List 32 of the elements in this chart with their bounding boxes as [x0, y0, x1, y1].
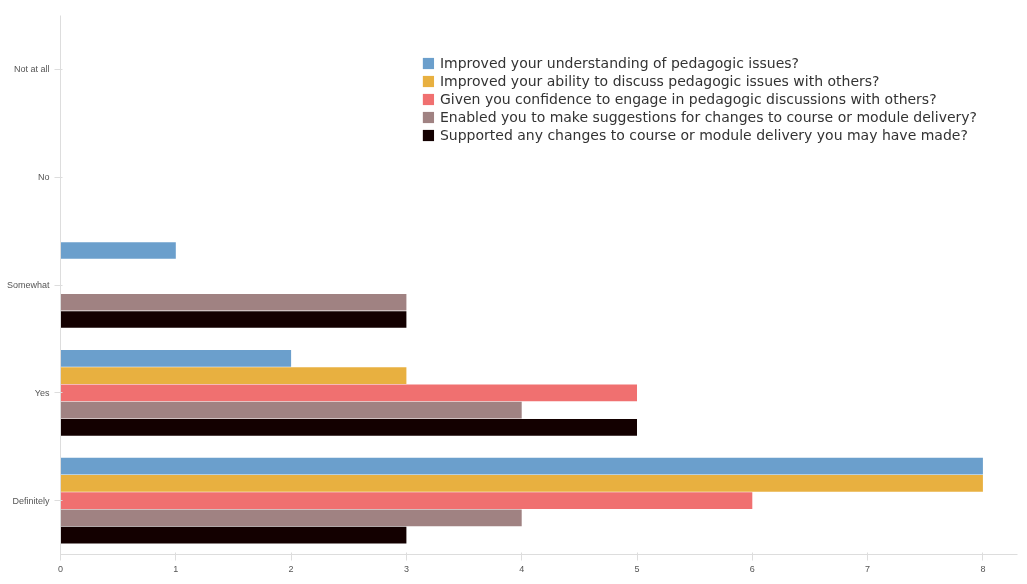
bar [60, 384, 638, 402]
bar [60, 457, 983, 475]
bar [60, 474, 983, 492]
bar [60, 418, 638, 436]
legend-label: Improved your ability to discuss pedagogic issues with others? [439, 73, 880, 89]
legend-label: Improved your understanding of pedagogic issues? [439, 55, 799, 71]
legend-label: Supported any changes to course or module delivery you may have made? [439, 127, 968, 143]
y-tick-label: Definitely [12, 495, 50, 506]
bar [60, 311, 407, 328]
y-tick-label: Not at all [13, 64, 50, 75]
bar [60, 492, 753, 509]
x-tick-label: 2 [288, 563, 294, 574]
x-tick-label: 6 [749, 563, 755, 574]
x-tick-label: 3 [403, 563, 409, 574]
bar [60, 509, 522, 527]
legend-label: Given you confidence to engage in pedagogic discussions with others? [439, 91, 937, 107]
y-tick-label: No [38, 172, 50, 183]
y-tick-label: Somewhat [6, 280, 50, 290]
x-tick-label: 0 [58, 563, 64, 574]
x-tick-label: 8 [980, 563, 986, 574]
x-tick-label: 1 [173, 563, 179, 574]
bar [60, 526, 407, 544]
y-tick-label: Yes [34, 387, 50, 398]
bar [60, 293, 407, 311]
bar [60, 401, 522, 419]
x-tick-label: 7 [865, 563, 871, 574]
x-tick-label: 5 [634, 563, 640, 574]
bar [60, 349, 292, 367]
bar [60, 367, 407, 384]
x-tick-label: 4 [519, 563, 525, 574]
bar [60, 242, 176, 259]
legend-label: Enabled you to make suggestions for changes to course or module delivery? [439, 109, 977, 125]
